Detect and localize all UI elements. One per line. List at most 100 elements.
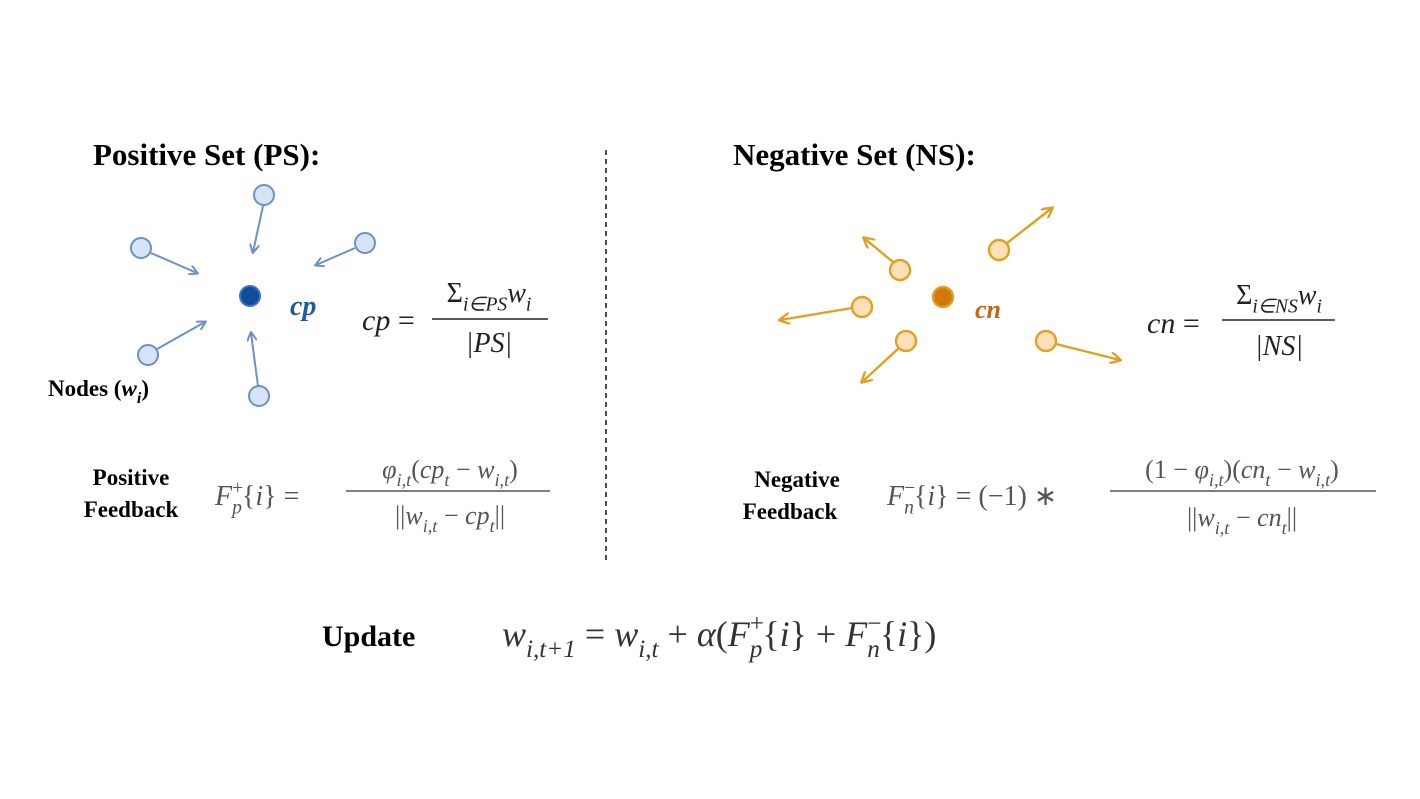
formula-part: w [1298,280,1317,311]
formula-part: { [914,481,927,512]
formula-part: ) [509,455,518,484]
formula-part: |PS| [466,328,513,359]
formula-part: )( [1224,455,1241,484]
formula-part: { [242,481,255,512]
formula-part: + [750,611,764,638]
section-title: Positive Set (PS): [93,137,320,172]
formula-part: |NS| [1255,331,1303,362]
formula-part: (1 − [1145,455,1194,484]
formula-part: w [614,614,638,654]
formula-part: ( [411,455,420,484]
formula-part: − [904,478,915,499]
formula: cp = [362,304,422,337]
formula-part: = [576,614,614,654]
formula-part: F [214,481,233,512]
formula-part: − [437,501,465,530]
formula-part: − [449,455,477,484]
formula-part: i [780,614,790,654]
formula-part: }) [907,614,936,654]
formula-part: t [1265,470,1271,490]
formula-part: − [867,611,881,638]
formula-part: n [904,497,914,518]
formula-part: { [762,614,779,654]
formula-part: F [844,614,868,654]
formula: F− n{i} = (−1) ∗ [886,478,1064,519]
formula-part: i [255,481,263,512]
formula-part: { [880,614,897,654]
formula-part: cn [1241,455,1266,484]
formula-part: w [121,376,137,401]
formula-part: || [395,501,405,530]
formula-part: } = (−1) ∗ [935,481,1064,512]
formula-part: w [405,501,423,530]
formula-part: cp [362,304,390,337]
formula: cn = [1147,307,1207,340]
formula-part: w [507,278,526,309]
formula: |PS| [466,328,513,359]
formula-part: = [1175,307,1207,340]
formula-part: α [697,614,717,654]
formula-part: i∈PS [463,294,507,315]
formula-part: cp [420,455,445,484]
formula: Σi∈PSwi [447,278,532,315]
formula-part: w [1298,455,1316,484]
formula-part: i [897,614,907,654]
negative-nodes [780,208,1120,382]
formula: wi,t+1 = wi,t + α(F+ p{i} + F− n{i}) [502,611,936,663]
formula-part: ) [1330,455,1339,484]
formula-part: Nodes ( [48,376,121,401]
center-label: cn [975,295,1001,324]
formula-part: i,t [423,516,439,536]
formula-part: i [526,294,531,315]
formula: Σi∈NSwi [1236,280,1322,317]
formula-part: + [232,478,243,499]
formula-part: t [490,516,496,536]
formula-part: p [230,497,242,518]
formula-part: − [1270,455,1298,484]
formula-part: i [927,481,935,512]
formula-part: || [1287,503,1297,532]
formula-part: i [137,390,142,407]
formula-part: w [1197,503,1215,532]
formula-part: F [886,481,905,512]
section-title: Negative Set (NS): [733,137,976,172]
formula-part: i,t [1209,470,1225,490]
feedback-label: Feedback [84,497,179,522]
formula-part: } = [263,481,306,512]
formula-part: w [502,614,526,654]
formula-part: Σ [447,278,463,309]
formula-part: φ [1195,455,1209,484]
formula: φi,t(cpt − wi,t) [382,455,518,490]
formula-part: cn [1257,503,1282,532]
formula-part: ) [141,376,149,401]
formula-part: − [1229,503,1257,532]
formula-part: i,t [1316,470,1332,490]
formula-part: } + [790,614,846,654]
feedback-label: Positive [93,465,170,490]
formula: Nodes (wi) [48,376,149,407]
formula-part: i,t [1215,518,1231,538]
formula-part: φ [382,455,396,484]
formula-part: cp [465,501,490,530]
formula-part: p [748,636,763,663]
formula-part: i,t+1 [526,636,576,663]
formula-part: i,t [638,636,659,663]
feedback-label: Negative [754,467,840,492]
formula-part: i∈NS [1252,296,1298,317]
formula: |NS| [1255,331,1303,362]
formula-part: + [659,614,697,654]
update-label: Update [322,620,415,653]
formula-part: ( [716,614,728,654]
feedback-label: Feedback [743,499,838,524]
formula: F+ p{i} = [214,478,306,519]
formula-part: Σ [1236,280,1252,311]
formula-part: t [1282,518,1288,538]
formula-part: || [1187,503,1197,532]
positive-nodes [130,184,376,407]
formula-part: i,t [397,470,413,490]
formula: (1 − φi,t)(cnt − wi,t) [1145,455,1339,490]
formula-part: i [1316,296,1321,317]
formula-part: n [867,636,880,663]
formula-part: F [727,614,751,654]
